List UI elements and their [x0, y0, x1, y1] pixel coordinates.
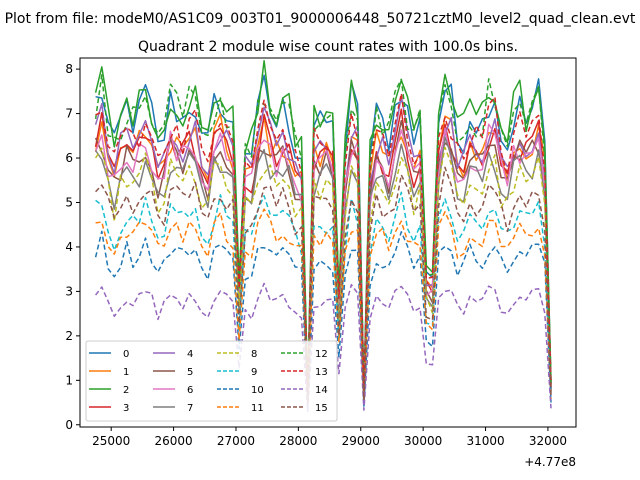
series-line-12 — [94, 74, 552, 393]
series-line-13 — [95, 92, 552, 396]
x-tick-label: 29000 — [342, 434, 380, 448]
legend-label-7: 7 — [187, 403, 193, 414]
legend-label-15: 15 — [315, 403, 328, 414]
x-axis: 25000 26000 27000 28000 29000 30000 31000 32000 — [92, 427, 567, 448]
y-tick-label: 2 — [65, 329, 73, 343]
series-line-11 — [95, 208, 552, 404]
series-line-8 — [94, 146, 552, 398]
x-tick-label: 30000 — [404, 434, 442, 448]
y-tick-label: 0 — [65, 418, 73, 432]
axes-frame — [79, 57, 577, 428]
legend-label-14: 14 — [315, 385, 328, 396]
legend-label-3: 3 — [123, 403, 129, 414]
x-tick-label: 32000 — [529, 434, 567, 448]
series-line-9 — [95, 191, 552, 405]
y-tick-label: 8 — [65, 62, 73, 76]
x-tick-label: 26000 — [154, 434, 192, 448]
legend-label-10: 10 — [251, 385, 264, 396]
series-line-10 — [94, 230, 552, 407]
x-axis-offset-label: +4.77e8 — [524, 455, 576, 469]
series-line-14 — [95, 282, 552, 413]
legend-label-8: 8 — [251, 349, 257, 360]
x-tick-label: 27000 — [217, 434, 255, 448]
legend-label-5: 5 — [187, 367, 193, 378]
chart-title: Quadrant 2 module wise count rates with … — [138, 39, 518, 55]
legend-label-9: 9 — [251, 367, 257, 378]
x-tick-label: 28000 — [279, 434, 317, 448]
y-tick-label: 3 — [65, 284, 73, 298]
legend-label-4: 4 — [187, 349, 193, 360]
series-line-5 — [94, 119, 552, 396]
y-tick-label: 5 — [65, 195, 73, 209]
y-tick-label: 7 — [65, 107, 73, 121]
x-tick-label: 25000 — [92, 434, 130, 448]
y-tick-label: 6 — [65, 151, 73, 165]
legend-label-0: 0 — [123, 349, 129, 360]
y-tick-label: 1 — [65, 373, 73, 387]
series-line-2 — [94, 59, 552, 392]
legend-label-13: 13 — [315, 367, 328, 378]
series-line-15 — [95, 166, 552, 402]
legend-label-12: 12 — [315, 349, 328, 360]
legend-label-6: 6 — [187, 385, 193, 396]
legend-label-2: 2 — [123, 385, 129, 396]
legend-label-11: 11 — [251, 403, 264, 414]
figure-suptitle: Plot from file: modeM0/AS1C09_003T01_900… — [5, 11, 636, 27]
plot-series-group — [94, 59, 552, 413]
series-line-7 — [94, 136, 552, 398]
legend-box — [85, 340, 338, 422]
x-tick-label: 31000 — [466, 434, 504, 448]
y-axis: 0 1 2 3 4 5 6 7 8 — [65, 62, 80, 432]
y-tick-label: 4 — [65, 240, 73, 254]
legend-label-1: 1 — [123, 367, 129, 378]
